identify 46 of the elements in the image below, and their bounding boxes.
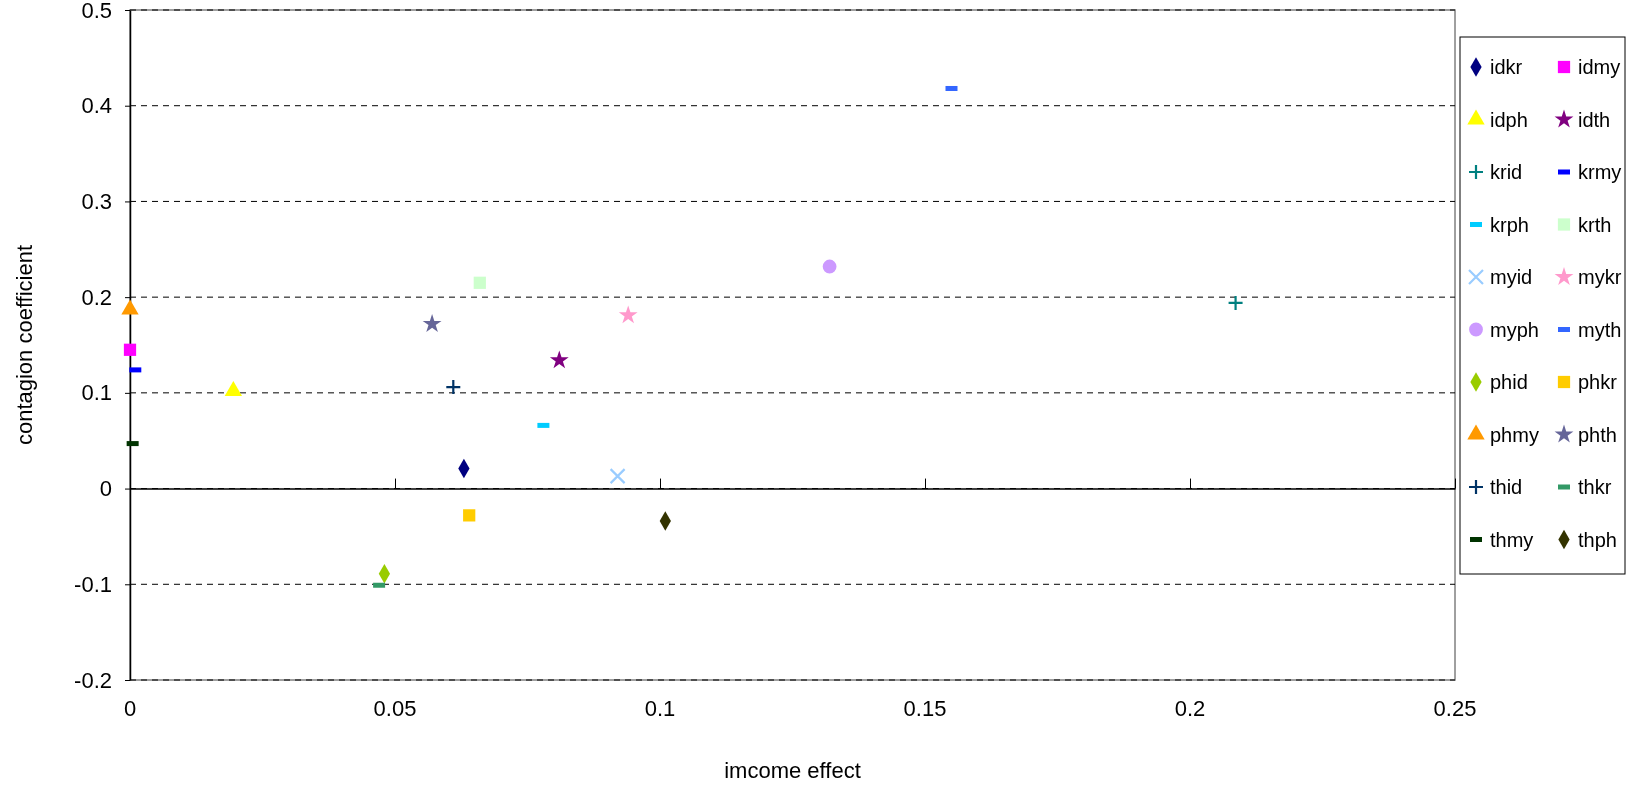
legend-label: krid	[1490, 161, 1523, 183]
legend-label: idph	[1490, 108, 1528, 131]
legend-label: idkr	[1490, 56, 1523, 78]
legend-label: idmy	[1578, 56, 1621, 78]
point	[123, 343, 137, 356]
legend-label: thid	[1490, 476, 1523, 498]
legend-label: krth	[1578, 213, 1612, 236]
legend-label: phmy	[1490, 423, 1539, 446]
legend-label: myth	[1578, 318, 1622, 341]
y-tick-label: 0	[99, 476, 112, 502]
legend-label: phid	[1490, 371, 1528, 393]
x-axis-title: imcome effect	[724, 758, 861, 783]
y-axis-title: contagion coefficient	[12, 244, 37, 446]
point	[422, 314, 442, 332]
y-tick-label: -0.1	[74, 571, 112, 597]
x-tick-label: 0.15	[903, 696, 947, 721]
x-tick-label: 0.25	[1433, 696, 1477, 721]
x-tick-label: 0.1	[644, 696, 676, 721]
y-tick-label: 0.2	[81, 284, 112, 310]
y-tick-label: 0.1	[81, 380, 112, 406]
y-tick-label: 0.3	[81, 188, 112, 214]
legend-label: thmy	[1490, 528, 1534, 551]
point	[463, 509, 476, 522]
point	[473, 276, 486, 289]
point	[618, 305, 638, 324]
point	[1227, 294, 1244, 311]
legend-label: thkr	[1578, 476, 1612, 498]
legend-label: mykr	[1578, 266, 1622, 288]
x-tick-label: 0.05	[373, 696, 417, 721]
x-tick-label: 0	[123, 696, 137, 721]
legend-label: idth	[1578, 108, 1611, 131]
point	[445, 379, 462, 396]
point	[822, 259, 837, 274]
legend-label: krmy	[1578, 161, 1622, 183]
legend-label: thph	[1578, 528, 1617, 551]
legend-label: krph	[1490, 213, 1529, 236]
y-tick-label: 0.4	[81, 93, 112, 119]
legend-label: myid	[1490, 266, 1533, 288]
legend-label: myph	[1490, 318, 1539, 341]
legend-label: phkr	[1578, 371, 1618, 393]
legend-label: phth	[1578, 423, 1617, 446]
y-tick-label: 0.5	[81, 0, 112, 23]
x-tick-label: 0.2	[1174, 696, 1206, 721]
y-tick-label: -0.2	[74, 667, 112, 693]
point	[549, 350, 569, 369]
point	[609, 468, 626, 485]
